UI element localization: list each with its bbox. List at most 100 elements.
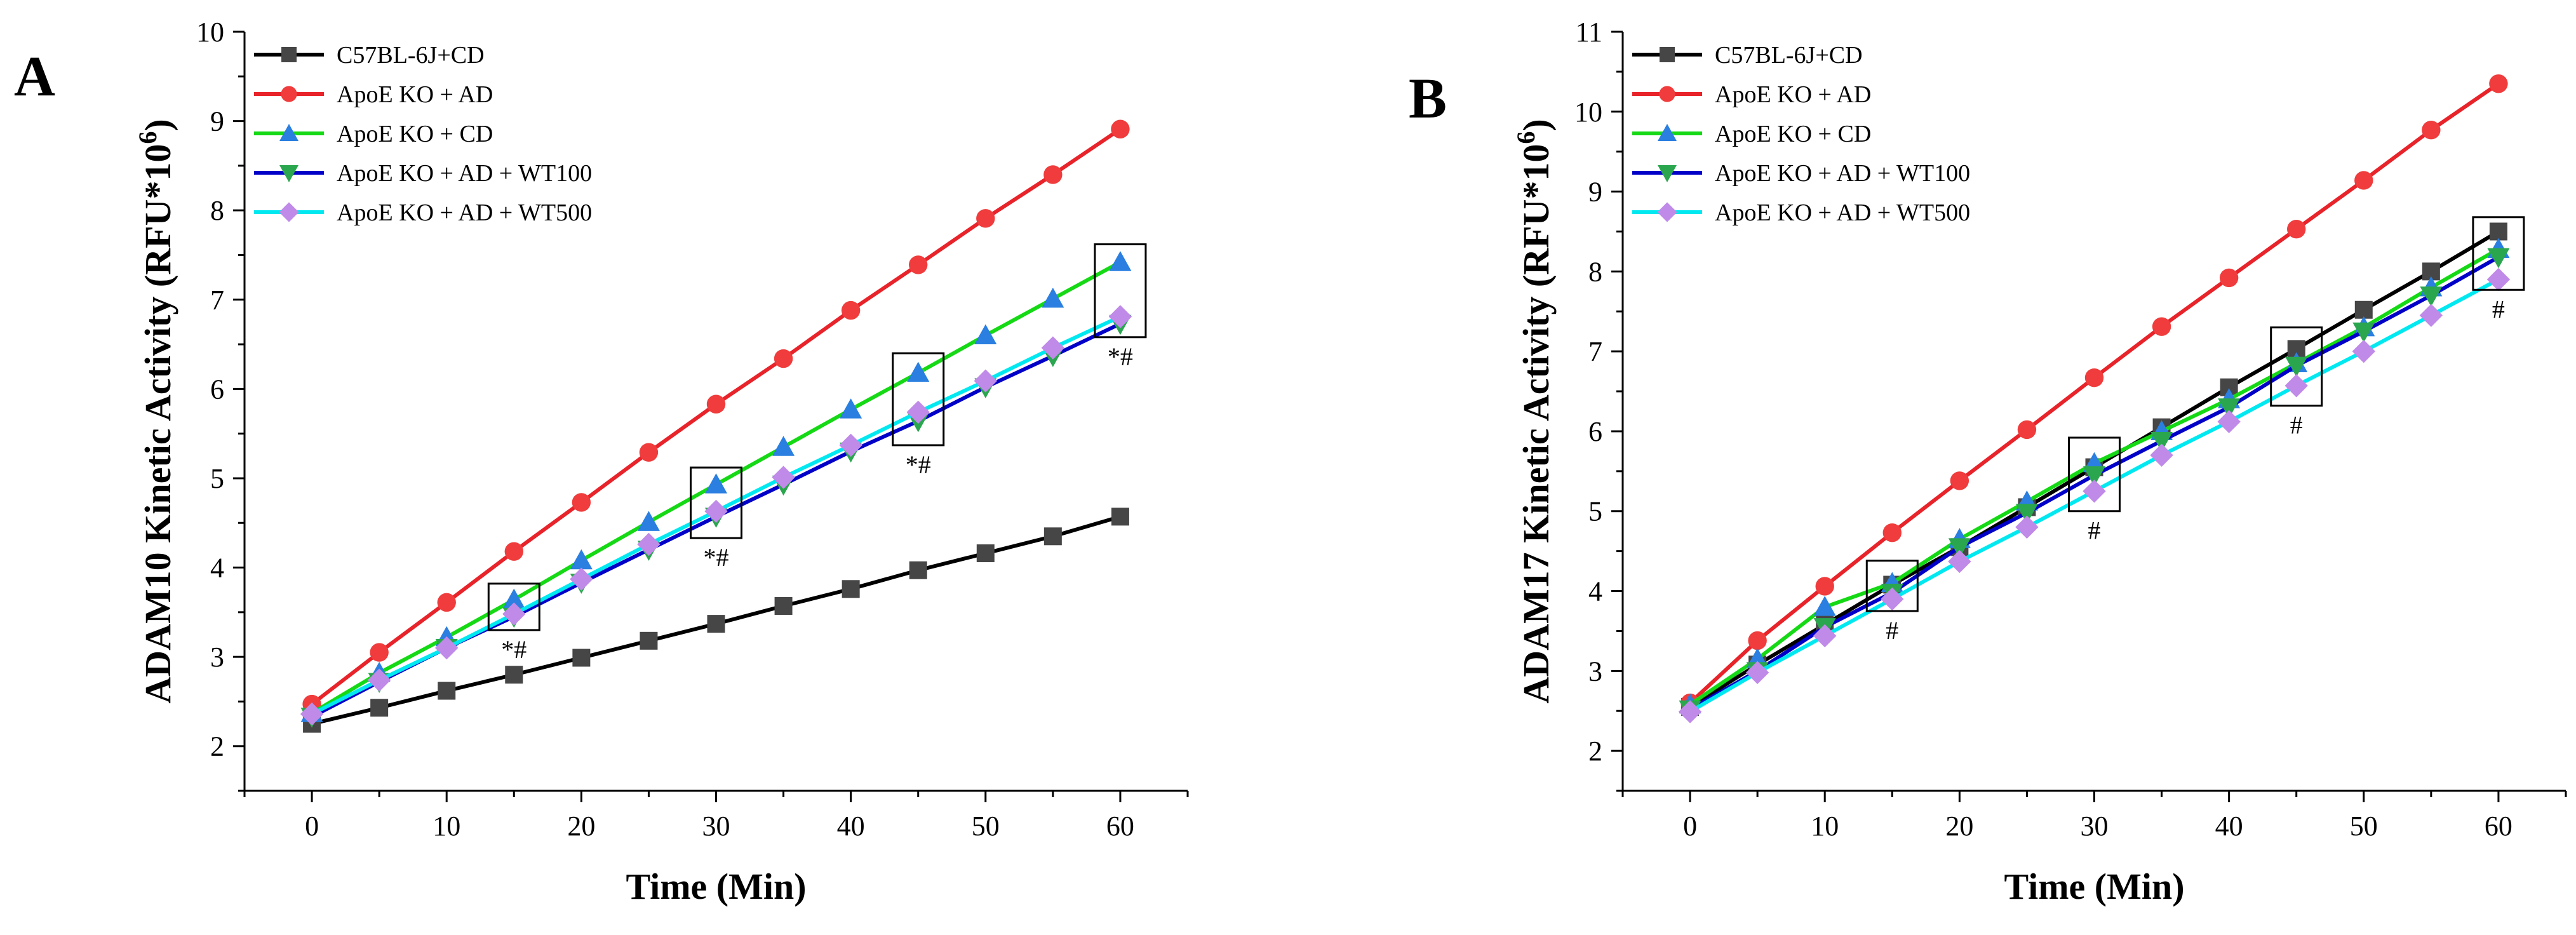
- legend-label: C57BL-6J+CD: [1715, 42, 1863, 69]
- data-point: [772, 436, 795, 456]
- x-tick-label: 20: [567, 811, 595, 842]
- legend-item: ApoE KO + AD: [254, 81, 493, 108]
- y-tick-label: 5: [1588, 496, 1602, 527]
- data-point: [1745, 661, 1769, 685]
- legend-label: ApoE KO + AD: [337, 81, 493, 108]
- legend-item: ApoE KO + AD + WT100: [254, 160, 592, 187]
- panel-label: A: [14, 45, 55, 108]
- data-point: [1882, 523, 1902, 542]
- series-apoe-ko-ad-wt500: [1678, 267, 2511, 723]
- y-tick-label: 4: [1588, 576, 1602, 607]
- y-tick-label: 7: [210, 285, 224, 316]
- data-point: [976, 209, 995, 228]
- significance-label: #: [2088, 516, 2101, 545]
- legend-marker: [1659, 86, 1675, 102]
- data-point: [707, 615, 725, 633]
- data-point: [839, 433, 862, 457]
- data-point: [435, 636, 459, 660]
- legend-item: ApoE KO + CD: [1632, 121, 1871, 147]
- data-point: [505, 666, 523, 684]
- significance-label: #: [2290, 411, 2303, 440]
- legend-label: ApoE KO + AD + WT500: [337, 199, 592, 226]
- data-point: [2084, 368, 2104, 387]
- y-tick-label: 9: [1588, 177, 1602, 208]
- data-point: [637, 511, 660, 531]
- y-axis-title-end: ): [1515, 119, 1557, 131]
- data-point: [774, 349, 793, 368]
- data-point: [2419, 304, 2443, 327]
- data-point: [2218, 398, 2241, 419]
- series-apoe-ko-ad: [302, 119, 1130, 714]
- y-axis-title-exponent: 6: [1512, 131, 1540, 144]
- data-point: [639, 443, 659, 462]
- data-point: [705, 473, 727, 494]
- x-tick-label: 50: [972, 811, 1000, 842]
- data-point: [2285, 356, 2308, 377]
- y-tick-label: 6: [1588, 416, 1602, 447]
- series-apoe-ko-cd: [300, 251, 1132, 722]
- significance-label: *#: [704, 543, 729, 572]
- data-point: [1948, 538, 1971, 558]
- data-point: [2489, 74, 2508, 93]
- significance-label: *#: [501, 635, 527, 664]
- data-point: [704, 499, 728, 523]
- data-point: [2217, 410, 2241, 434]
- legend-label: ApoE KO + AD + WT500: [1715, 199, 1970, 226]
- data-point: [437, 593, 456, 612]
- y-tick-label: 10: [196, 17, 224, 48]
- data-point: [2152, 317, 2171, 336]
- x-tick-label: 60: [1106, 811, 1134, 842]
- y-tick-label: 3: [210, 642, 224, 673]
- y-tick-label: 11: [1576, 17, 1602, 48]
- y-tick-label: 9: [210, 106, 224, 137]
- significance-label: *#: [906, 450, 931, 479]
- data-point: [640, 631, 658, 650]
- data-point: [370, 699, 389, 717]
- significance-box: [892, 352, 945, 447]
- legend: C57BL-6J+CD ApoE KO + AD ApoE KO + CD ApoE …: [1632, 42, 1970, 226]
- legend-label: ApoE KO + CD: [1715, 121, 1871, 147]
- significance-label: #: [1886, 616, 1898, 645]
- y-axis-title: ADAM10 Kinetic Activity (RFU*106): [133, 119, 178, 703]
- data-point: [1815, 577, 1834, 596]
- legend-marker: [279, 165, 299, 182]
- data-point: [1813, 596, 1836, 616]
- data-point: [2489, 222, 2507, 241]
- data-point: [906, 400, 930, 424]
- data-point: [2487, 248, 2510, 269]
- data-point: [772, 466, 795, 489]
- legend-item: ApoE KO + CD: [254, 121, 493, 147]
- x-tick-label: 40: [2215, 811, 2243, 842]
- legend-marker: [281, 86, 297, 102]
- data-point: [504, 542, 523, 561]
- data-point: [2352, 339, 2375, 363]
- data-point: [1109, 251, 1132, 271]
- y-tick-label: 7: [1588, 336, 1602, 367]
- data-point: [367, 668, 391, 692]
- legend-label: ApoE KO + AD: [1715, 81, 1871, 108]
- y-axis-title-main: ADAM10 Kinetic Activity (RFU*10: [137, 144, 178, 704]
- data-point: [1678, 700, 1702, 723]
- data-point: [2287, 220, 2306, 239]
- data-point: [2486, 267, 2511, 292]
- legend-item: ApoE KO + AD + WT500: [1632, 199, 1970, 226]
- significance-box: [1094, 243, 1147, 339]
- y-tick-label: 3: [1588, 656, 1602, 687]
- x-tick-label: 0: [1683, 811, 1697, 842]
- x-tick-label: 50: [2350, 811, 2378, 842]
- data-point: [300, 702, 324, 726]
- data-point: [1108, 305, 1132, 328]
- data-point: [2017, 420, 2037, 440]
- data-point: [570, 549, 593, 570]
- panel-a: A 0 10 20 30 40 50 60 2 3 4 5 6 7 8 9 10 Time (Min) ADAM10…: [14, 17, 1189, 907]
- data-point: [1748, 631, 1767, 650]
- data-point: [2150, 432, 2173, 452]
- x-tick-label: 10: [433, 811, 460, 842]
- legend-marker: [279, 124, 299, 141]
- significance-box: [2068, 436, 2121, 513]
- y-tick-label: 10: [1574, 97, 1602, 128]
- significance-label: #: [2492, 295, 2505, 323]
- y-tick-label: 8: [210, 195, 224, 226]
- data-point: [2352, 322, 2375, 343]
- significance-box: [487, 582, 540, 631]
